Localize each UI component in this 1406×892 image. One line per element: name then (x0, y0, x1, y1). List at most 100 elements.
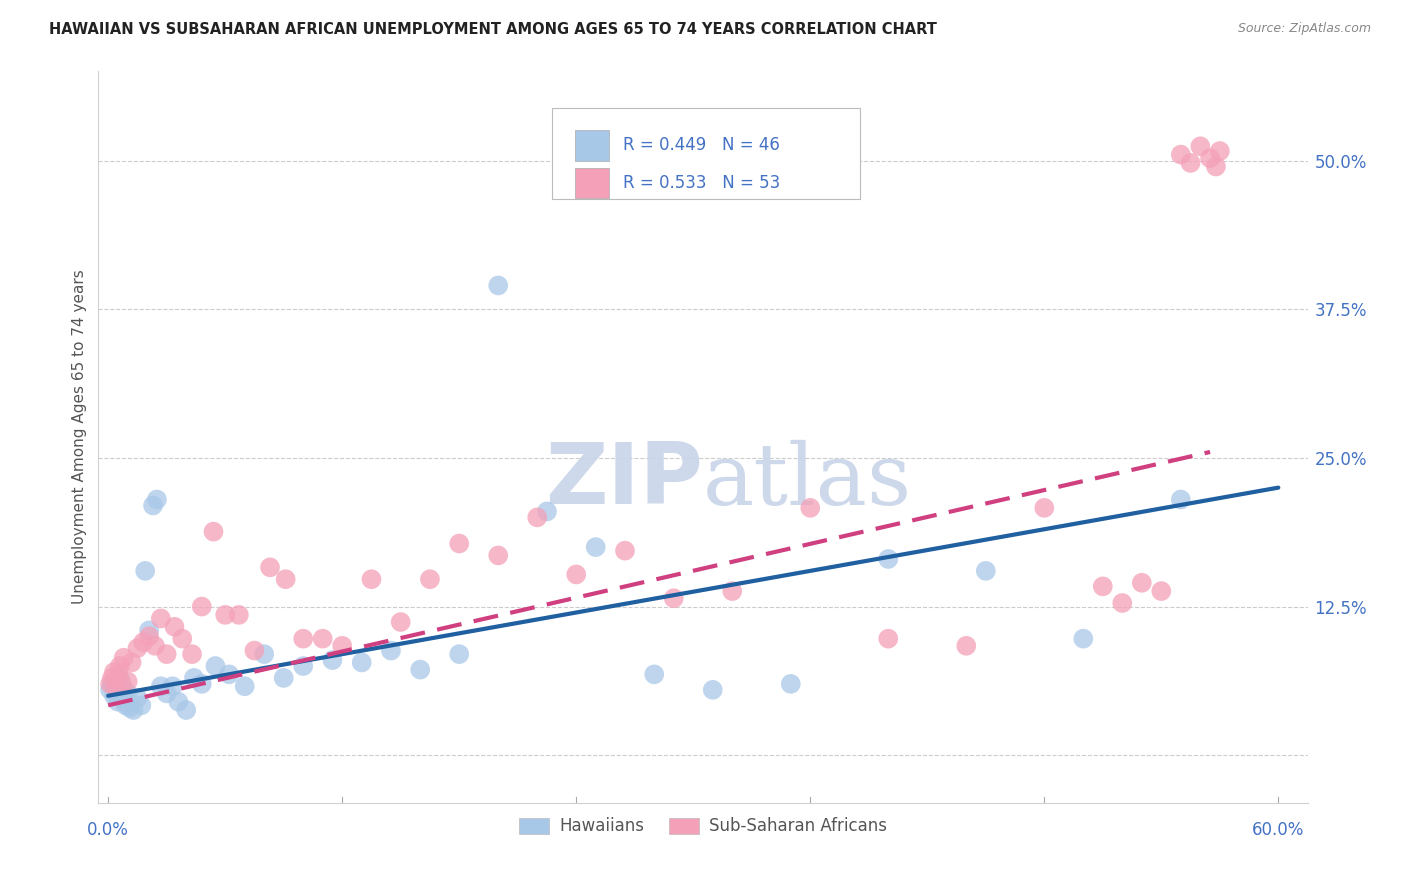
Point (259, 560, 281, 574)
Point (172, 632, 194, 646)
Point (292, 632, 315, 646)
Y-axis label: Unemployment Among Ages 65 to 74 years: Unemployment Among Ages 65 to 74 years (72, 269, 87, 605)
Text: R = 0.449   N = 46: R = 0.449 N = 46 (623, 136, 780, 154)
Point (127, 691, 149, 706)
Point (111, 677, 134, 691)
Point (218, 667, 240, 681)
Text: 0.0%: 0.0% (87, 821, 129, 838)
Point (321, 653, 343, 667)
Point (974, 564, 997, 578)
Text: HAWAIIAN VS SUBSAHARAN AFRICAN UNEMPLOYMENT AMONG AGES 65 TO 74 YEARS CORRELATIO: HAWAIIAN VS SUBSAHARAN AFRICAN UNEMPLOYM… (49, 22, 936, 37)
Point (799, 500, 821, 515)
Point (486, 278, 509, 293)
Point (112, 650, 135, 665)
Point (101, 671, 124, 685)
Point (146, 492, 169, 507)
Point (104, 679, 127, 693)
Point (1209, 144, 1232, 158)
Point (191, 599, 214, 614)
Point (330, 639, 353, 653)
Point (103, 689, 125, 703)
Point (449, 536, 471, 550)
Point (1033, 500, 1056, 515)
Point (114, 698, 136, 713)
Point (585, 540, 607, 554)
Point (118, 700, 141, 714)
Point (312, 632, 335, 646)
Point (131, 698, 153, 713)
FancyBboxPatch shape (551, 108, 860, 200)
Point (662, 591, 685, 606)
Point (149, 611, 172, 625)
Point (108, 671, 131, 685)
Point (389, 615, 412, 629)
Point (214, 607, 236, 622)
Point (98, 677, 121, 691)
Point (191, 677, 214, 691)
Point (1199, 151, 1222, 165)
Point (104, 679, 127, 693)
Text: atlas: atlas (703, 440, 912, 523)
Point (117, 674, 139, 689)
FancyBboxPatch shape (575, 168, 609, 198)
Point (138, 624, 160, 638)
Point (228, 607, 250, 622)
Point (955, 639, 977, 653)
Point (409, 663, 432, 677)
Point (526, 510, 548, 524)
Point (156, 686, 179, 700)
Point (877, 632, 900, 646)
Text: Source: ZipAtlas.com: Source: ZipAtlas.com (1237, 22, 1371, 36)
Point (1189, 139, 1212, 153)
Point (107, 695, 129, 709)
Point (111, 691, 134, 706)
Point (143, 639, 166, 653)
Point (721, 584, 744, 599)
Point (1071, 632, 1094, 646)
Point (274, 572, 297, 586)
Point (449, 647, 471, 661)
Point (127, 641, 149, 656)
Point (1130, 575, 1153, 590)
Point (419, 572, 441, 586)
Text: 60.0%: 60.0% (1253, 821, 1305, 838)
Point (167, 695, 190, 709)
Point (162, 679, 184, 693)
Point (204, 659, 226, 673)
Point (174, 703, 197, 717)
Point (292, 659, 315, 673)
Point (233, 679, 256, 693)
Point (103, 665, 125, 679)
Point (138, 629, 160, 643)
Point (360, 572, 382, 586)
Point (163, 620, 186, 634)
Point (1170, 492, 1192, 507)
Point (253, 647, 276, 661)
Point (202, 524, 225, 539)
Point (565, 567, 588, 582)
Point (643, 667, 665, 681)
Point (107, 667, 129, 681)
Point (121, 656, 143, 670)
Point (273, 671, 295, 685)
Point (779, 677, 801, 691)
Point (117, 686, 139, 700)
Legend: Hawaiians, Sub-Saharan Africans: Hawaiians, Sub-Saharan Africans (512, 811, 894, 842)
Point (243, 643, 266, 657)
FancyBboxPatch shape (575, 130, 609, 161)
Point (181, 647, 204, 661)
Point (112, 682, 135, 697)
Point (486, 549, 509, 563)
Point (702, 682, 724, 697)
Point (380, 643, 402, 657)
Point (132, 635, 155, 649)
Point (149, 679, 172, 693)
Point (134, 564, 156, 578)
Point (1111, 596, 1133, 610)
Point (98, 682, 121, 697)
Point (108, 659, 131, 673)
Text: R = 0.533   N = 53: R = 0.533 N = 53 (623, 174, 780, 192)
Point (156, 647, 179, 661)
Point (350, 656, 373, 670)
Point (1205, 160, 1227, 174)
